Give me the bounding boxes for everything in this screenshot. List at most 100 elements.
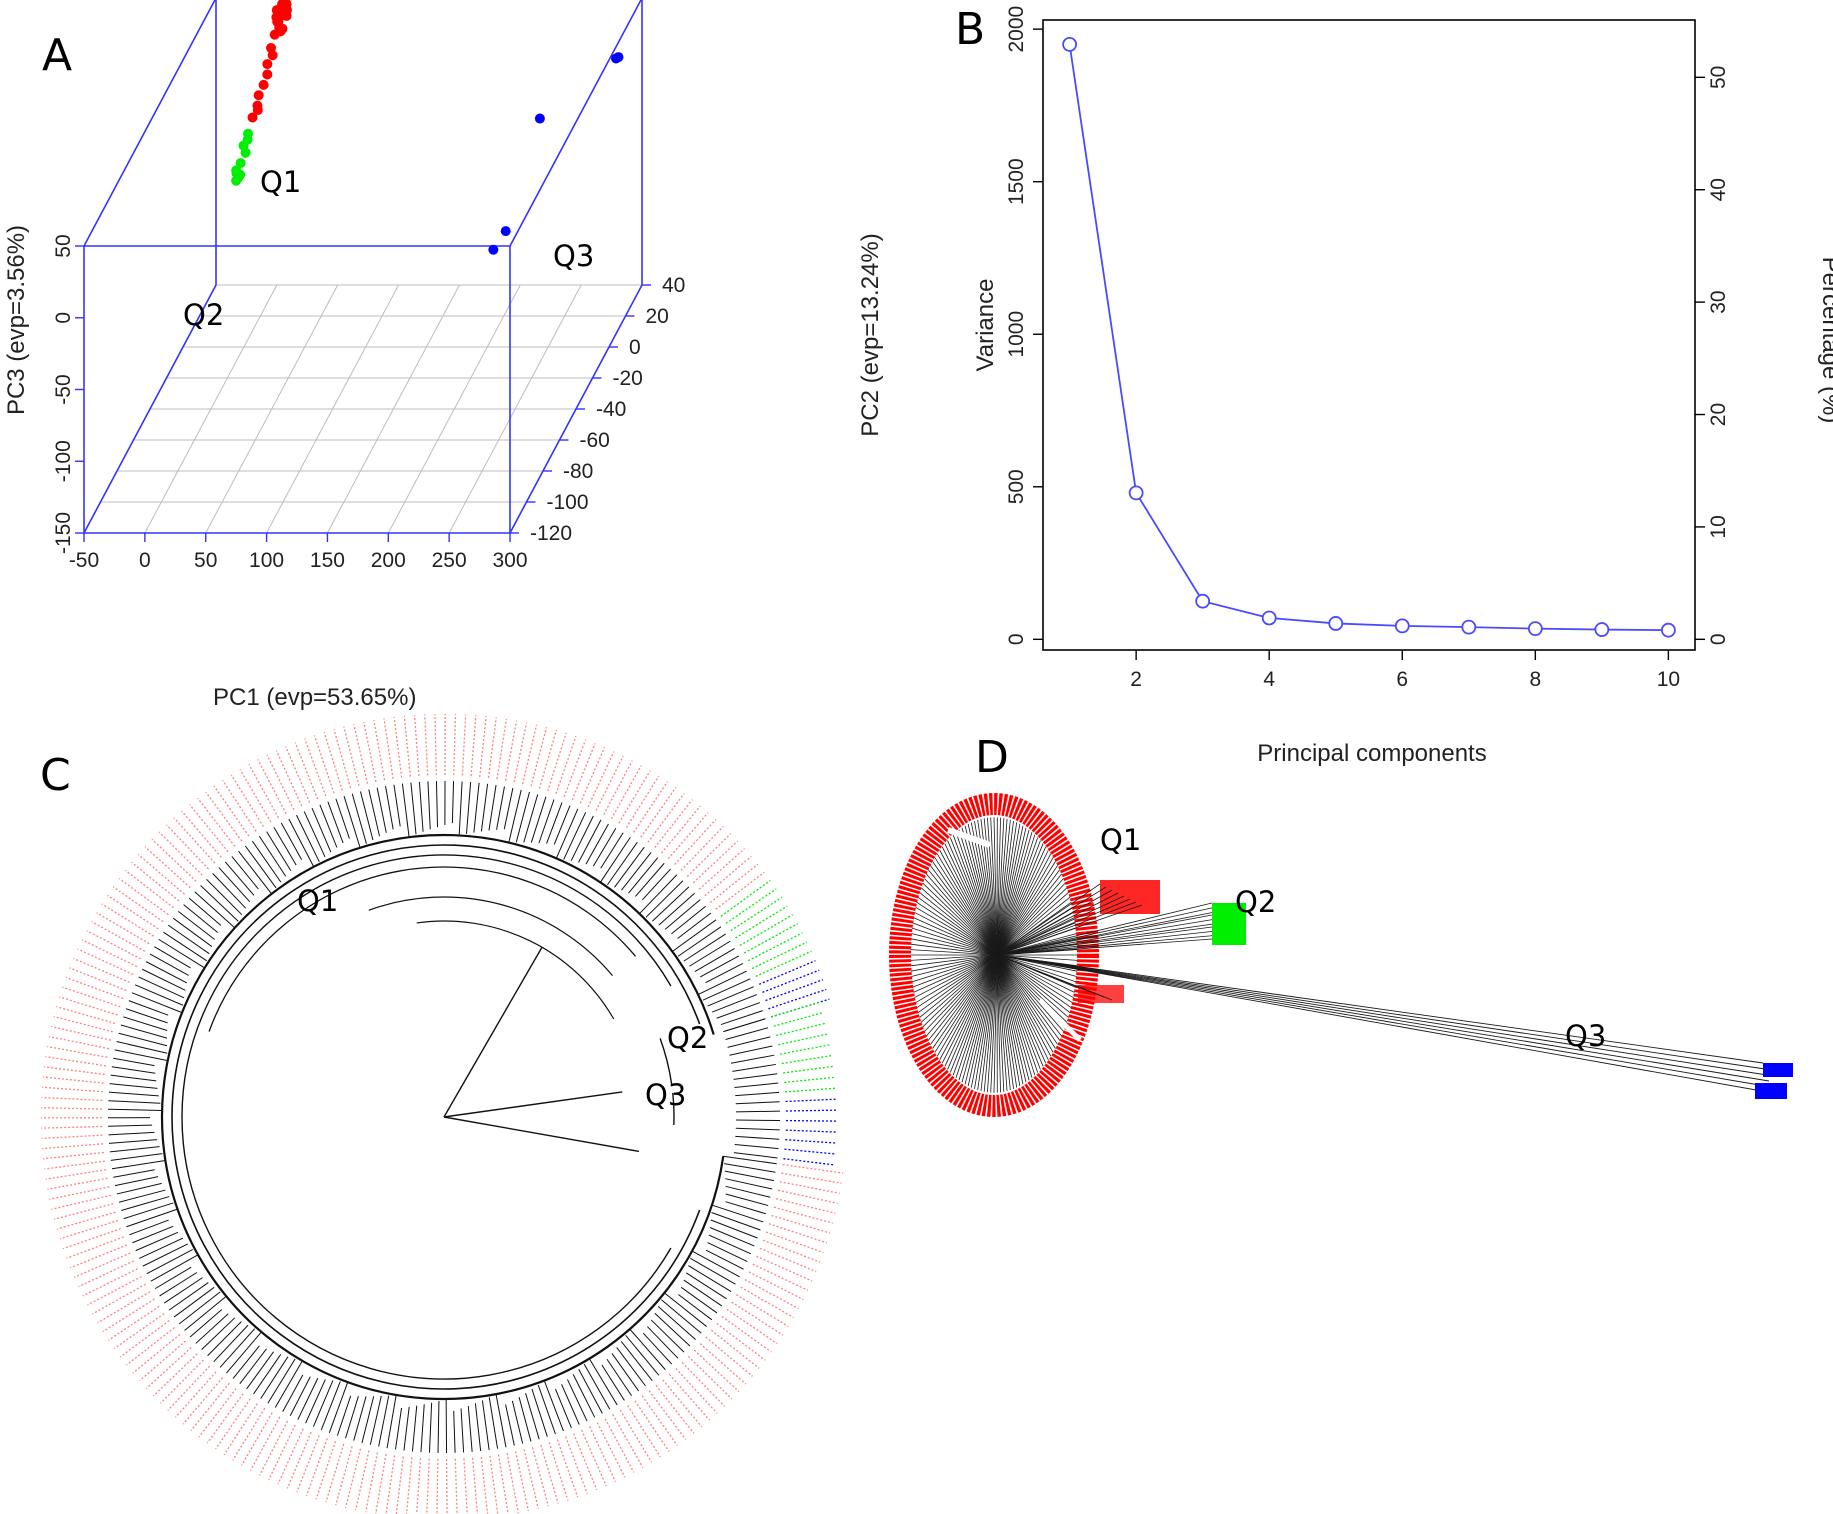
- tree-d-branch-q2: [996, 922, 1221, 956]
- tree-branch: [628, 857, 659, 894]
- circular-tree-branches: [107, 781, 780, 1453]
- tree-branch: [730, 1054, 775, 1064]
- tree-d-branch-q1: [996, 840, 1041, 956]
- tree-d-branch-q2: [996, 902, 1213, 956]
- tree-d-branch-q1: [996, 832, 1033, 956]
- scree-y2-tick-label: 50: [1707, 66, 1730, 89]
- tree-branch: [212, 873, 247, 909]
- tree-d-branch-q1: [996, 821, 1014, 956]
- tree-d-branch-q1: [996, 954, 1077, 983]
- tip-label-q1: [44, 1160, 105, 1170]
- tree-branch: [646, 1326, 679, 1359]
- tip-label-q1: [189, 804, 229, 853]
- tree-d-branch-q1: [996, 869, 1060, 956]
- tree-d-branch-q1: [911, 933, 998, 956]
- tip-label-q3: [785, 1129, 836, 1133]
- tree-branch: [386, 1394, 397, 1449]
- tree-d-branch-q1: [939, 954, 998, 1060]
- tree-d-branch-q1: [928, 954, 998, 1041]
- tree-d-tips-q3: [1763, 1063, 1793, 1077]
- tree-d-tips-q1: [889, 793, 1099, 1117]
- tree-d-branch-q1: [952, 834, 998, 956]
- x-tick-label: -50: [69, 549, 99, 572]
- tree-branch: [705, 1249, 744, 1270]
- tree-d-branch-q1: [996, 954, 1052, 1057]
- tree-d-branch-q1: [996, 829, 1030, 956]
- tree-branch: [496, 786, 505, 830]
- tree-branch: [320, 1381, 341, 1430]
- tree-branch: [480, 783, 489, 832]
- scree-y2-axis-label: Percentage (%): [1817, 257, 1833, 424]
- tip-label-q1: [139, 1340, 186, 1382]
- tree-branch: [702, 978, 751, 1001]
- tree-branch: [672, 919, 717, 952]
- tree-d-branch-q1: [944, 954, 998, 1067]
- tip-label-q1: [78, 1260, 135, 1288]
- tree-branch: [735, 1091, 780, 1097]
- tree-branch: [453, 1410, 456, 1453]
- tip-label-q1: [434, 714, 437, 776]
- tree-d-branch-q2: [996, 930, 1217, 956]
- tree-d-branch-q1: [941, 954, 998, 1064]
- tree-d-branch-q1: [996, 954, 1071, 1013]
- tree-branch: [697, 970, 747, 995]
- tree-branch: [116, 1041, 168, 1054]
- tip-label-q1: [277, 1428, 304, 1485]
- tree-d-branch-q1: [980, 954, 998, 1092]
- tree-branch: [159, 1272, 198, 1297]
- tree-branch: [725, 1201, 766, 1215]
- tree-d-branch-q1: [910, 938, 998, 956]
- tip-label-q1: [152, 1353, 198, 1397]
- tree-d-branch-q1: [996, 954, 1064, 1032]
- tip-label-q2: [781, 1055, 832, 1065]
- tree-d-branch-q1: [974, 954, 998, 1090]
- tip-label-q1: [426, 1458, 430, 1514]
- tree-branch: [111, 1159, 166, 1170]
- tree-d-branch-q2: [996, 918, 1217, 956]
- tree-branch: [280, 822, 303, 860]
- tree-d-branch-q1: [996, 954, 1113, 1001]
- tree-branch: [260, 1356, 289, 1399]
- tip-label-q1: [137, 853, 185, 895]
- tree-branch: [201, 1317, 236, 1351]
- tree-d-branch-q1: [941, 846, 998, 956]
- pca-point-q1: [258, 79, 269, 90]
- tree-branch: [664, 1292, 707, 1327]
- tree-branch: [351, 793, 367, 844]
- scree-y-tick-label: 0: [1005, 633, 1028, 645]
- scree-x-tick-label: 10: [1657, 668, 1680, 691]
- tree-branch: [599, 837, 631, 883]
- tree-branch: [134, 984, 184, 1006]
- tree-branch: [639, 874, 678, 915]
- tree-d-branch-q1: [920, 954, 998, 1023]
- x-tick-label: 100: [249, 549, 284, 572]
- tree-d-branch-q1: [996, 857, 1054, 956]
- tree-branch: [411, 1405, 418, 1452]
- tree-d-branch-q1: [996, 954, 1072, 1009]
- tree-branch: [177, 910, 215, 940]
- scree-y-tick-label: 1000: [1005, 311, 1028, 358]
- tree-branch: [578, 819, 602, 863]
- tree-branch: [711, 1204, 764, 1223]
- tree-d-branch-q1: [911, 954, 998, 983]
- tree-branch: [711, 1212, 761, 1231]
- tree-branch: [226, 1331, 262, 1374]
- tree-d-branch-q1: [936, 954, 998, 1057]
- pca-point-q1: [281, 10, 292, 21]
- tree-branch: [614, 846, 645, 888]
- pca-point-q1: [253, 90, 264, 101]
- unrooted-tree-branches: [889, 793, 1793, 1117]
- tree-branch: [288, 818, 315, 868]
- tree-branch: [232, 1345, 260, 1379]
- tip-label-q1: [513, 722, 528, 783]
- tree-d-branch-q1: [996, 865, 1058, 956]
- tree-branch: [403, 1406, 410, 1451]
- scree-point: [1461, 619, 1477, 635]
- tree-branch: [530, 796, 547, 843]
- tree-d-branch-q3: [996, 954, 1772, 1088]
- tree-branch: [724, 1170, 775, 1182]
- tip-label-q1: [158, 831, 203, 876]
- tree-branch: [109, 1146, 160, 1153]
- tree-d-branch-q1: [910, 943, 998, 956]
- tip-label-q1: [73, 1252, 131, 1278]
